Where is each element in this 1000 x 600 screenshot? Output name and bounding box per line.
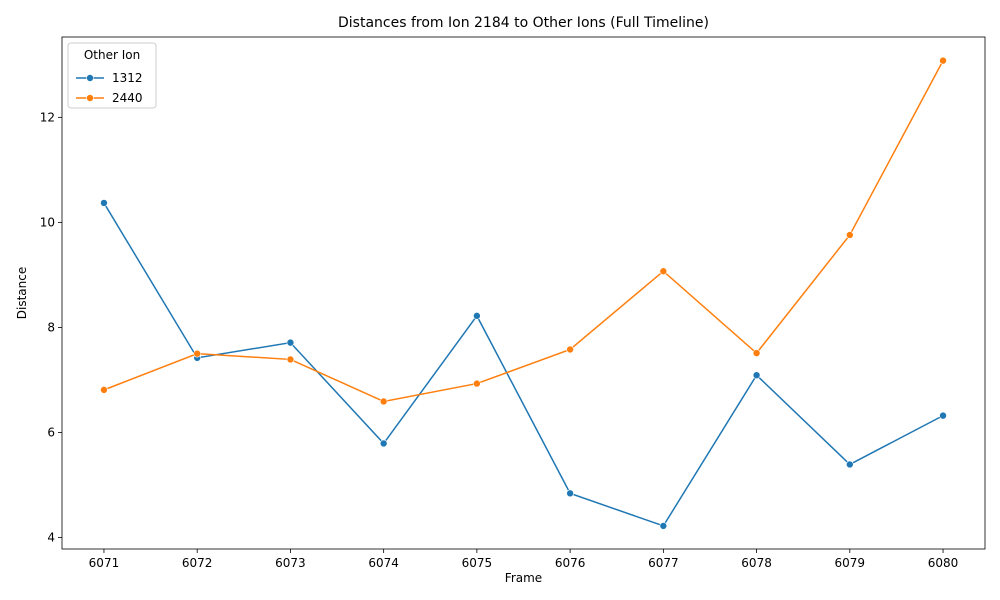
y-tick-label: 10	[40, 215, 55, 229]
y-axis-label: Distance	[15, 267, 29, 319]
data-point	[100, 386, 108, 394]
data-point	[379, 439, 388, 448]
data-point	[752, 371, 761, 379]
data-point	[286, 355, 295, 364]
data-point	[286, 338, 295, 347]
data-point	[752, 349, 761, 357]
legend-marker	[86, 94, 94, 102]
legend-entry-1312: 1312	[112, 71, 143, 85]
data-point	[379, 397, 388, 406]
series-layer	[100, 56, 947, 530]
x-tick-label: 6080	[928, 556, 959, 570]
data-point	[473, 379, 481, 388]
x-tick-label: 6077	[648, 556, 679, 570]
legend-title: Other Ion	[84, 48, 140, 62]
legend: Other Ion 1312 2440	[67, 42, 157, 109]
data-point	[846, 460, 854, 469]
x-tick-label: 6073	[275, 556, 306, 570]
series-1312	[100, 199, 947, 530]
data-point	[566, 345, 574, 354]
legend-entry-2440: 2440	[112, 91, 143, 105]
x-tick-label: 6072	[182, 556, 213, 570]
chart-title: Distances from Ion 2184 to Other Ions (F…	[338, 15, 709, 31]
series-line-2440	[103, 60, 944, 403]
data-point	[939, 411, 947, 420]
data-point	[193, 349, 201, 358]
axes: 6071 6072 6073 6074 6075 6076 6077 6078 6079 6080…	[40, 36, 986, 570]
data-point	[659, 267, 668, 276]
legend-marker	[86, 74, 94, 82]
x-tick-label: 6078	[741, 556, 772, 570]
series-2440	[100, 56, 947, 406]
y-tick-label: 6	[47, 425, 55, 439]
data-point	[659, 522, 668, 530]
x-tick-label: 6074	[368, 556, 399, 570]
data-point	[939, 56, 947, 65]
data-point	[566, 489, 574, 498]
data-point	[100, 199, 108, 207]
plot-frame	[61, 36, 986, 550]
x-axis-label: Frame	[505, 571, 542, 585]
y-tick-label: 12	[40, 110, 55, 124]
x-tick-label: 6071	[89, 556, 120, 570]
legend-box	[67, 42, 157, 109]
y-tick-label: 4	[47, 530, 55, 544]
data-point	[473, 312, 481, 320]
x-tick-label: 6079	[835, 556, 866, 570]
series-line-1312	[103, 202, 944, 527]
y-tick-label: 8	[47, 320, 55, 334]
data-point	[846, 231, 854, 239]
x-tick-label: 6075	[462, 556, 493, 570]
x-tick-label: 6076	[555, 556, 586, 570]
